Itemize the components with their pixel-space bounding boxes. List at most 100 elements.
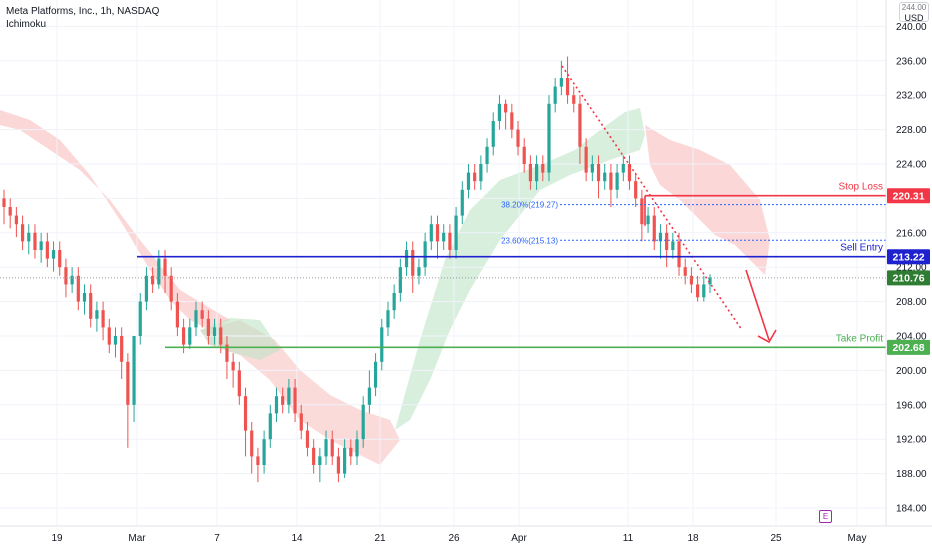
- fib-level-label: 38.20%(219.27): [501, 201, 558, 210]
- candle-body: [454, 215, 458, 250]
- fib-level-label: 23.60%(215.13): [501, 236, 558, 245]
- candle-body: [343, 447, 347, 474]
- take-profit-label: Take Profit: [836, 333, 883, 344]
- price-tick-label: 184.00: [896, 504, 927, 515]
- candle-body: [708, 277, 712, 285]
- price-tick-label: 232.00: [896, 91, 927, 102]
- candle-body: [578, 103, 582, 147]
- candle-body: [497, 103, 502, 121]
- candle-body: [677, 241, 681, 268]
- candle-body: [559, 78, 563, 87]
- candle-body: [355, 439, 359, 457]
- time-tick-label: 14: [291, 533, 303, 544]
- candle-body: [175, 301, 180, 328]
- price-tick-label: 212.00: [896, 263, 927, 274]
- time-tick-label: Apr: [511, 533, 527, 544]
- candle-body: [367, 387, 371, 405]
- candle-body: [615, 172, 619, 190]
- last-price-text: 210.76: [892, 273, 924, 285]
- price-tick-label: 196.00: [896, 400, 927, 411]
- candle-body: [473, 172, 477, 182]
- candle-body: [485, 146, 489, 164]
- candle-body: [82, 293, 87, 302]
- candle-body: [151, 275, 155, 285]
- time-axis[interactable]: 19 Mar 7 14 21 26 Apr 11 18 25 May: [51, 533, 866, 544]
- candle-body: [386, 310, 390, 328]
- candle-body: [504, 103, 508, 113]
- candle-body: [219, 327, 223, 345]
- candle-body: [361, 404, 365, 440]
- candle-body: [274, 396, 279, 414]
- time-tick-label: May: [848, 533, 867, 544]
- stop-loss-price-tag: [887, 188, 930, 204]
- symbol-title[interactable]: Meta Platforms, Inc., 1h, NASDAQ: [6, 6, 160, 17]
- candle-body: [163, 258, 167, 276]
- candle-body: [442, 232, 446, 242]
- candle-body: [417, 267, 421, 276]
- candle-body: [20, 224, 25, 242]
- candle-body: [349, 447, 353, 457]
- candle-body: [250, 430, 254, 457]
- candle-body: [101, 310, 105, 328]
- downtrend-line[interactable]: [561, 65, 743, 331]
- price-axis[interactable]: 184.00 188.00 192.00 196.00 200.00 204.00 208.…: [896, 22, 927, 515]
- candle-body: [429, 224, 433, 242]
- candlestick-series: [2, 56, 712, 483]
- candle-body: [262, 439, 266, 465]
- candle-body: [640, 198, 644, 225]
- candle-body: [225, 344, 229, 362]
- candle-body: [466, 172, 471, 190]
- indicator-label[interactable]: Ichimoku: [6, 19, 47, 30]
- time-tick-label: 7: [214, 533, 220, 544]
- candle-body: [299, 413, 303, 431]
- candle-body: [609, 172, 613, 190]
- currency-unit[interactable]: 244.00 USD: [899, 2, 929, 23]
- candle-body: [268, 413, 272, 440]
- candle-body: [45, 241, 49, 259]
- price-tick-label: 204.00: [896, 332, 927, 343]
- candle-body: [336, 456, 341, 474]
- candle-body: [58, 250, 62, 268]
- candle-body: [89, 293, 93, 319]
- price-tick-label: 216.00: [896, 228, 927, 239]
- candle-body: [8, 207, 12, 216]
- candle-body: [572, 95, 576, 104]
- candle-body: [627, 164, 632, 182]
- candle-body: [287, 387, 291, 405]
- currency-label: USD: [904, 13, 924, 23]
- candle-body: [671, 241, 675, 250]
- candle-body: [565, 78, 570, 96]
- candle-body: [64, 267, 68, 285]
- candle-body: [547, 103, 551, 173]
- candle-body: [528, 164, 533, 182]
- candle-body: [144, 275, 149, 302]
- candle-body: [652, 215, 656, 242]
- candle-body: [200, 310, 204, 319]
- candle-body: [157, 258, 161, 285]
- candle-body: [330, 439, 334, 457]
- candle-body: [590, 164, 594, 173]
- earnings-icon[interactable]: E: [819, 510, 832, 523]
- candle-body: [39, 241, 43, 250]
- time-tick-label: Mar: [128, 533, 146, 544]
- candle-body: [448, 232, 452, 250]
- candle-body: [553, 86, 557, 104]
- candle-body: [76, 275, 80, 302]
- candle-body: [132, 336, 136, 405]
- candle-body: [181, 327, 186, 345]
- price-tick-label: 236.00: [896, 56, 927, 67]
- stop-loss-price-text: 220.31: [892, 191, 924, 203]
- projection-arrow: [745, 269, 770, 341]
- price-tick-label: 208.00: [896, 297, 927, 308]
- time-tick-label: 26: [448, 533, 460, 544]
- price-tick-label: 224.00: [896, 160, 927, 171]
- candle-body: [510, 112, 514, 130]
- candle-body: [404, 250, 409, 268]
- candle-body: [318, 456, 322, 465]
- price-tick-label: 200.00: [896, 366, 927, 377]
- candle-body: [380, 327, 384, 362]
- candle-body: [324, 439, 328, 457]
- take-profit-price-text: 202.68: [892, 342, 924, 354]
- candle-body: [689, 275, 694, 285]
